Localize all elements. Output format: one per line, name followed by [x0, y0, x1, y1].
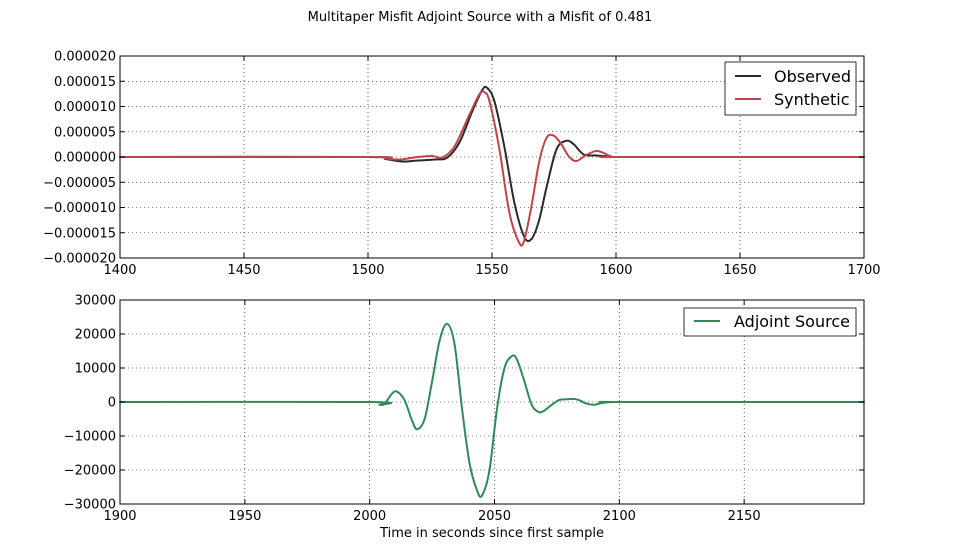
chart-title: Multitaper Misfit Adjoint Source with a … [308, 10, 653, 25]
top-x-tick-label: 1450 [227, 263, 260, 278]
top-y-tick-label: 0.000000 [54, 151, 116, 166]
top-y-tick-label: −0.000020 [43, 252, 116, 267]
top-x-tick-label: 1600 [599, 263, 632, 278]
top-legend: Observed Synthetic [724, 61, 857, 116]
top-legend-box [724, 61, 857, 116]
bottom-y-tick-label: 20000 [75, 328, 116, 343]
legend-label-adjoint: Adjoint Source [734, 312, 850, 331]
bottom-y-tick-label: 0 [108, 396, 116, 411]
bottom-series [119, 322, 865, 498]
bottom-legend: Adjoint Source [683, 307, 857, 337]
top-x-tick-label: 1500 [351, 263, 384, 278]
top-y-tick-label: −0.000015 [43, 226, 116, 241]
series-line-synthetic [119, 90, 865, 247]
top-y-tick-label: −0.000010 [43, 201, 116, 216]
bottom-y-tick-label: 30000 [75, 294, 116, 309]
top-y-tick-label: 0.000015 [54, 75, 116, 90]
bottom-x-tick-label: 2100 [603, 509, 636, 524]
series-line-adjoint-source [119, 322, 865, 498]
bottom-x-tick-label: 2000 [353, 509, 386, 524]
series-line-observed [119, 85, 865, 243]
bottom-y-tick-label: −30000 [64, 498, 116, 513]
bottom-x-tick-label: 2150 [728, 509, 761, 524]
top-subplot: 1400 1450 1500 1550 1600 1650 1700 −0.000020 −0.… [43, 50, 880, 279]
bottom-x-tick-label: 1950 [228, 509, 261, 524]
bottom-x-tick-label: 2050 [478, 509, 511, 524]
top-y-tick-label: 0.000010 [54, 100, 116, 115]
bottom-x-tick-label: 1900 [103, 509, 136, 524]
top-x-tick-label: 1550 [475, 263, 508, 278]
bottom-ticks: 1900 1950 2000 2050 2100 2150 −30000 −20000 −100… [64, 294, 864, 524]
bottom-y-tick-label: −10000 [64, 430, 116, 445]
bottom-subplot: 1900 1950 2000 2050 2100 2150 −30000 −20000 −100… [64, 294, 865, 524]
x-axis-label: Time in seconds since first sample [379, 526, 604, 541]
top-y-tick-label: 0.000005 [54, 125, 116, 140]
bottom-y-tick-label: −20000 [64, 464, 116, 479]
top-x-tick-label: 1400 [103, 263, 136, 278]
top-y-tick-label: 0.000020 [54, 50, 116, 65]
top-ticks: 1400 1450 1500 1550 1600 1650 1700 −0.000020 −0.… [43, 50, 880, 279]
legend-label-observed: Observed [774, 67, 851, 86]
top-x-tick-label: 1700 [847, 263, 880, 278]
top-x-tick-label: 1650 [723, 263, 756, 278]
legend-label-synthetic: Synthetic [774, 90, 850, 109]
top-series [119, 85, 865, 247]
top-y-tick-label: −0.000005 [43, 176, 116, 191]
bottom-y-tick-label: 10000 [75, 362, 116, 377]
